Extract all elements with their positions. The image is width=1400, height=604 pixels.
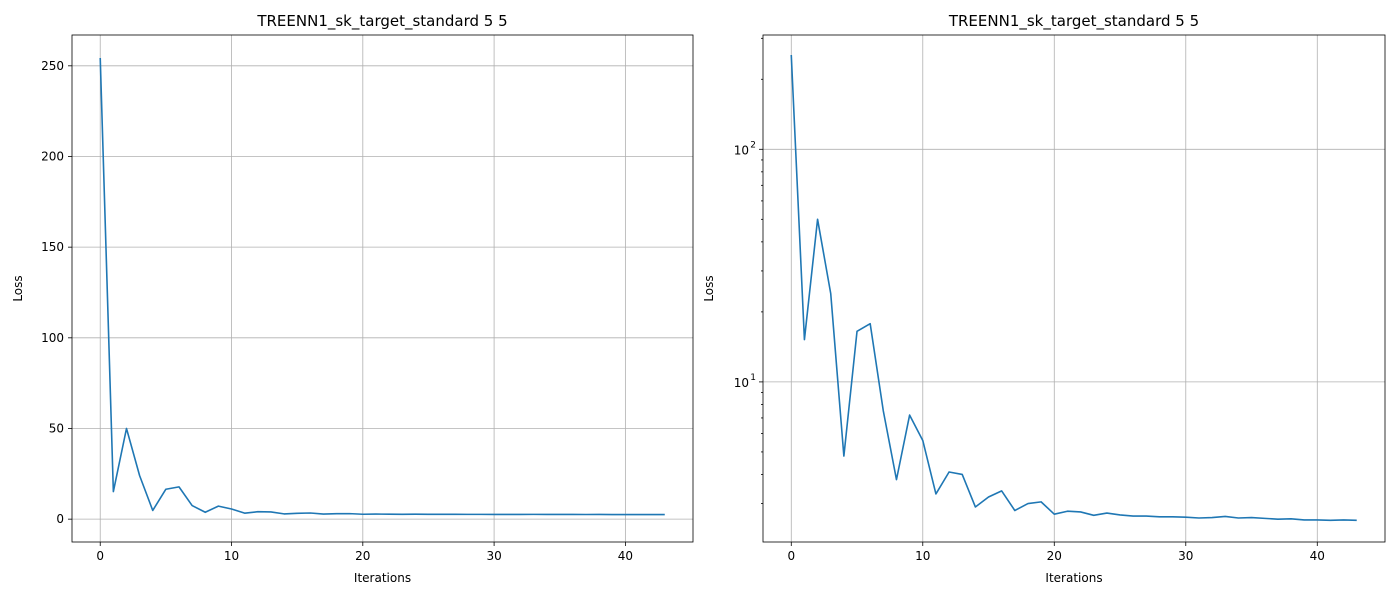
x-axis-label: Iterations <box>354 571 411 585</box>
plot-area-frame <box>71 34 694 543</box>
series-line <box>99 58 665 516</box>
plot-area-frame <box>762 34 1386 543</box>
y-tick-label: 250 <box>41 59 64 73</box>
x-tick-label: 10 <box>915 549 930 563</box>
x-tick-label: 20 <box>355 549 370 563</box>
x-tick-label: 40 <box>1310 549 1325 563</box>
y-tick-label-exponent: 1 <box>750 373 756 383</box>
y-tick-label-exponent: 2 <box>750 140 756 150</box>
x-tick-label: 10 <box>224 549 239 563</box>
x-tick-label: 30 <box>486 549 501 563</box>
y-axis-label: Loss <box>702 275 716 301</box>
y-tick-label: 10 <box>734 376 749 390</box>
chart-1: 0 10 20 30 40 0 50 100 150 200 250 TREENN1_sk_targe… <box>11 12 694 585</box>
y-axis-label: Loss <box>11 275 25 301</box>
chart-title: TREENN1_sk_target_standard 5 5 <box>256 12 507 31</box>
x-tick-label: 40 <box>618 549 633 563</box>
x-tick-label: 0 <box>787 549 795 563</box>
y-tick-label: 10 <box>734 143 749 157</box>
series-line <box>790 54 1357 522</box>
y-tick-label: 50 <box>49 421 64 435</box>
y-tick-label: 200 <box>41 149 64 163</box>
x-tick-label: 30 <box>1178 549 1193 563</box>
x-axis-label: Iterations <box>1045 571 1102 585</box>
x-tick-label: 20 <box>1047 549 1062 563</box>
y-tick-label: 150 <box>41 240 64 254</box>
x-tick-label: 0 <box>96 549 104 563</box>
y-tick-label: 100 <box>41 331 64 345</box>
y-tick-label: 0 <box>56 512 64 526</box>
chart-title: TREENN1_sk_target_standard 5 5 <box>948 12 1199 31</box>
